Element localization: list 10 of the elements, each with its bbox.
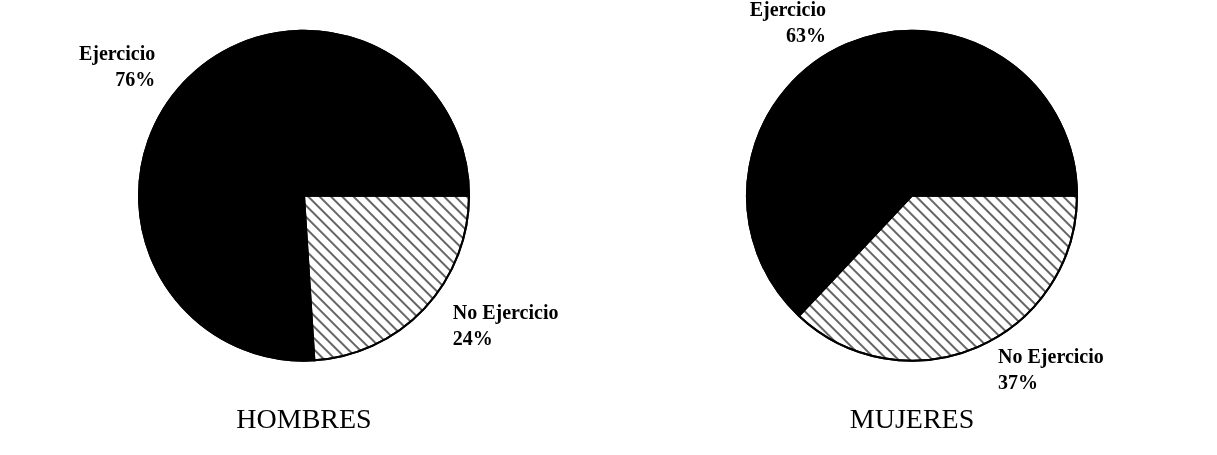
- data-label: 37%: [998, 371, 1039, 394]
- text: MUJERES: [849, 402, 975, 434]
- data-label: 24%: [452, 327, 493, 350]
- slice-label: No Ejercicio: [998, 345, 1104, 369]
- slice-label: Ejercicio: [749, 0, 826, 22]
- text: HOMBRES: [236, 402, 372, 434]
- data-label: 63%: [785, 24, 826, 47]
- data-label: 76%: [115, 68, 156, 91]
- slice-label: Ejercicio: [78, 42, 156, 66]
- slice-label: No Ejercicio: [452, 301, 559, 325]
